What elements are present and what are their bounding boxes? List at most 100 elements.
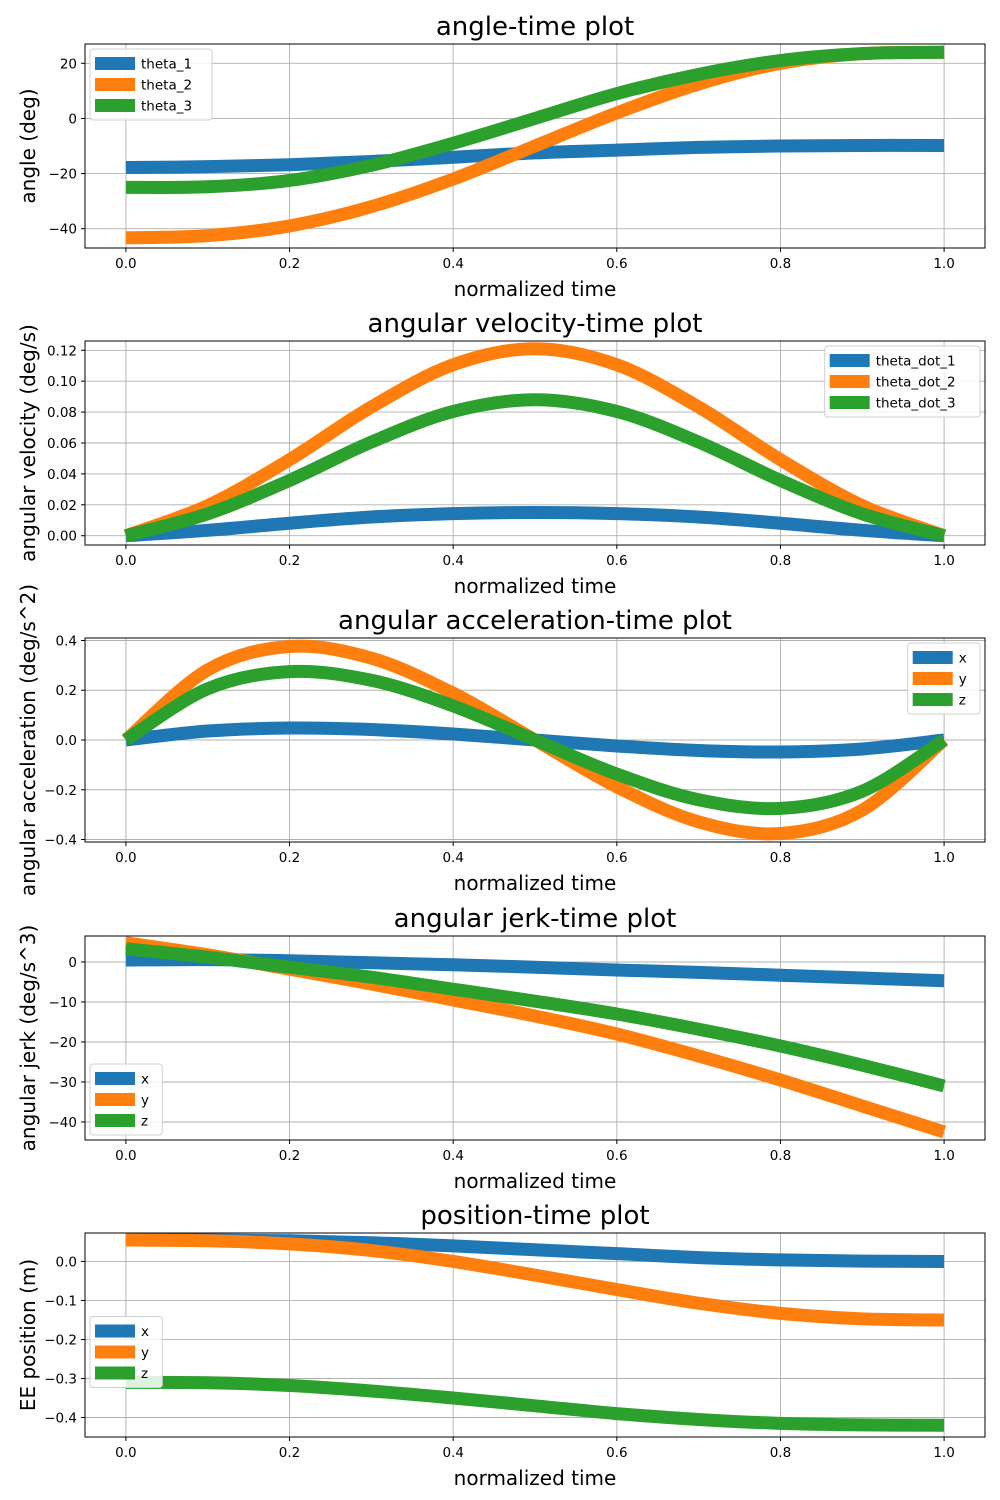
series-line-y bbox=[125, 1233, 945, 1327]
x-tick-label: 0.0 bbox=[115, 850, 136, 866]
x-tick-label: 0.6 bbox=[606, 1445, 627, 1461]
x-axis-label: normalized time bbox=[454, 277, 617, 301]
series-line-z bbox=[122, 664, 948, 816]
y-tick-label: 0 bbox=[68, 111, 77, 127]
x-tick-label: 0.6 bbox=[606, 256, 627, 272]
y-axis-label: angle (deg) bbox=[16, 88, 40, 203]
x-tick-label: 0.4 bbox=[442, 1445, 463, 1461]
y-tick-label: 0.0 bbox=[56, 733, 77, 749]
legend-label: theta_dot_2 bbox=[876, 375, 956, 391]
series-line-theta-3 bbox=[125, 45, 945, 194]
axes-frame bbox=[84, 43, 986, 249]
x-axis-label: normalized time bbox=[454, 1466, 617, 1490]
chart-title: angle-time plot bbox=[436, 12, 634, 42]
y-tick-label: 20 bbox=[60, 56, 77, 72]
x-tick-label: 1.0 bbox=[933, 850, 954, 866]
legend-label: y bbox=[141, 1345, 149, 1361]
x-tick-label: 0.4 bbox=[442, 256, 463, 272]
x-tick-label: 0.0 bbox=[115, 553, 136, 569]
legend-label: x bbox=[141, 1324, 149, 1340]
legend: theta_dot_1 theta_dot_2 theta_dot_3 bbox=[824, 345, 981, 418]
x-tick-label: 1.0 bbox=[933, 1148, 954, 1164]
y-tick-label: −0.4 bbox=[44, 1410, 77, 1426]
chart-title: angular acceleration-time plot bbox=[338, 606, 732, 636]
chart-title: angular jerk-time plot bbox=[394, 904, 677, 934]
legend-label: y bbox=[141, 1093, 149, 1109]
x-tick-label: 0.4 bbox=[442, 850, 463, 866]
series-line-theta-dot-3 bbox=[124, 393, 946, 543]
y-tick-label: −0.4 bbox=[44, 833, 77, 849]
x-tick-label: 0.2 bbox=[279, 256, 300, 272]
chart-panel-1: 0.0 0.2 0.4 0.6 0.8 1.0 −40 −20 0 20 angle-time pl… bbox=[16, 12, 986, 301]
x-tick-label: 0.2 bbox=[279, 1148, 300, 1164]
series-line-z bbox=[125, 1375, 945, 1432]
chart-panel-3: 0.0 0.2 0.4 0.6 0.8 1.0 −0.4 −0.2 0.0 0.2 0.4 angul… bbox=[16, 584, 986, 896]
y-tick-label: 0.06 bbox=[47, 436, 77, 452]
y-tick-label: 0.02 bbox=[47, 498, 77, 514]
y-tick-label: −20 bbox=[49, 1035, 78, 1051]
y-tick-label: 0.2 bbox=[56, 683, 77, 699]
y-tick-label: −30 bbox=[49, 1075, 78, 1091]
series-line-z bbox=[125, 942, 946, 1093]
x-tick-label: 0.0 bbox=[115, 1445, 136, 1461]
legend-label: theta_2 bbox=[141, 78, 192, 94]
x-tick-label: 0.0 bbox=[115, 256, 136, 272]
x-tick-label: 0.8 bbox=[770, 850, 791, 866]
chart-title: position-time plot bbox=[420, 1201, 649, 1231]
legend: xyz bbox=[907, 642, 981, 715]
chart-panel-2: 0.0 0.2 0.4 0.6 0.8 1.0 0.00 0.02 0.04 0.06 0.08 0.… bbox=[16, 309, 986, 598]
y-axis-label: EE position (m) bbox=[16, 1259, 40, 1411]
chart-panel-5: 0.0 0.2 0.4 0.6 0.8 1.0 −0.4 −0.3 −0.2 −0.1 0.0 pos… bbox=[16, 1201, 986, 1490]
chart-title: angular velocity-time plot bbox=[368, 309, 703, 339]
legend: theta_1 theta_2 theta_3 bbox=[89, 48, 213, 121]
axes-frame bbox=[84, 935, 986, 1141]
legend-label: x bbox=[959, 651, 967, 667]
y-tick-label: 0.10 bbox=[47, 374, 77, 390]
x-tick-label: 0.2 bbox=[279, 1445, 300, 1461]
y-tick-label: 0 bbox=[68, 955, 77, 971]
legend: xyz bbox=[89, 1316, 163, 1388]
legend-label: theta_dot_1 bbox=[876, 354, 956, 370]
legend-label: z bbox=[959, 693, 966, 709]
x-tick-label: 0.6 bbox=[606, 850, 627, 866]
legend-label: z bbox=[141, 1366, 148, 1382]
x-tick-label: 0.8 bbox=[770, 553, 791, 569]
legend-label: y bbox=[959, 672, 967, 688]
x-tick-label: 0.4 bbox=[442, 1148, 463, 1164]
x-tick-label: 0.2 bbox=[279, 850, 300, 866]
x-tick-label: 0.4 bbox=[442, 553, 463, 569]
x-axis-label: normalized time bbox=[454, 574, 617, 598]
y-tick-label: −20 bbox=[49, 167, 78, 183]
x-axis-label: normalized time bbox=[454, 871, 617, 895]
legend-label: z bbox=[141, 1114, 148, 1130]
axes-frame bbox=[84, 1232, 986, 1438]
x-axis-label: normalized time bbox=[454, 1169, 617, 1193]
x-tick-label: 0.8 bbox=[770, 256, 791, 272]
y-tick-label: −40 bbox=[49, 1115, 78, 1131]
legend-label: theta_dot_3 bbox=[876, 396, 956, 412]
y-axis-label: angular jerk (deg/s^3) bbox=[16, 925, 40, 1152]
y-tick-label: 0.00 bbox=[47, 529, 77, 545]
legend-label: theta_1 bbox=[141, 57, 192, 73]
x-tick-label: 1.0 bbox=[933, 256, 954, 272]
x-tick-label: 0.6 bbox=[606, 1148, 627, 1164]
y-tick-label: −0.2 bbox=[44, 783, 77, 799]
chart-panel-4: 0.0 0.2 0.4 0.6 0.8 1.0 −40 −30 −20 −10 0 angular j… bbox=[16, 904, 986, 1193]
y-axis-label: angular acceleration (deg/s^2) bbox=[16, 584, 40, 896]
legend-label: theta_3 bbox=[141, 99, 192, 115]
y-tick-label: −40 bbox=[49, 222, 78, 238]
y-axis-label: angular velocity (deg/s) bbox=[16, 324, 40, 562]
y-tick-label: 0.04 bbox=[47, 467, 77, 483]
x-tick-label: 1.0 bbox=[933, 553, 954, 569]
series-line-theta-dot-1 bbox=[125, 506, 945, 543]
y-tick-label: −0.3 bbox=[44, 1371, 77, 1387]
y-tick-label: −0.2 bbox=[44, 1332, 77, 1348]
y-tick-label: 0.12 bbox=[47, 343, 77, 359]
x-tick-label: 0.8 bbox=[770, 1445, 791, 1461]
y-tick-label: −0.1 bbox=[44, 1293, 77, 1309]
x-tick-label: 1.0 bbox=[933, 1445, 954, 1461]
y-tick-label: 0.0 bbox=[56, 1254, 77, 1270]
x-tick-label: 0.8 bbox=[770, 1148, 791, 1164]
x-tick-label: 0.0 bbox=[115, 1148, 136, 1164]
